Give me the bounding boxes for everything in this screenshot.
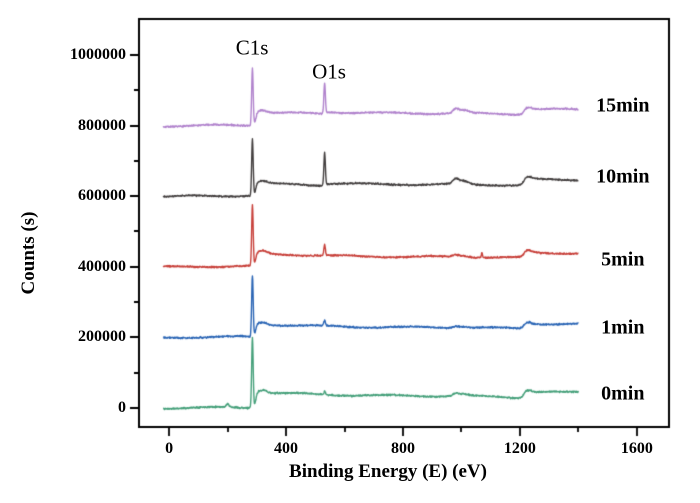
x-axis-title: Binding Energy (E) (eV) bbox=[289, 461, 487, 482]
series-label: 1min bbox=[601, 316, 645, 339]
series-label: 5min bbox=[601, 248, 645, 271]
series-label: 10min bbox=[596, 165, 650, 188]
y-tick-label: 200000 bbox=[78, 328, 126, 346]
peak-annotation: C1s bbox=[235, 35, 269, 60]
y-tick-label: 1000000 bbox=[70, 46, 126, 63]
peak-annotation: O1s bbox=[312, 59, 346, 84]
y-tick-label: 400000 bbox=[78, 257, 126, 275]
series-label: 15min bbox=[596, 94, 650, 117]
series-label: 0min bbox=[601, 382, 645, 405]
x-tick-label: 1600 bbox=[620, 440, 653, 457]
y-tick-label: 800000 bbox=[78, 116, 126, 134]
y-tick-label: 0 bbox=[118, 398, 126, 416]
y-tick-label: 600000 bbox=[78, 187, 126, 205]
x-tick-label: 400 bbox=[274, 440, 299, 457]
y-axis-title: Counts (s) bbox=[18, 211, 39, 295]
x-tick-label: 0 bbox=[165, 440, 174, 457]
x-tick-label: 1200 bbox=[503, 440, 536, 457]
x-tick-label: 800 bbox=[390, 440, 415, 457]
